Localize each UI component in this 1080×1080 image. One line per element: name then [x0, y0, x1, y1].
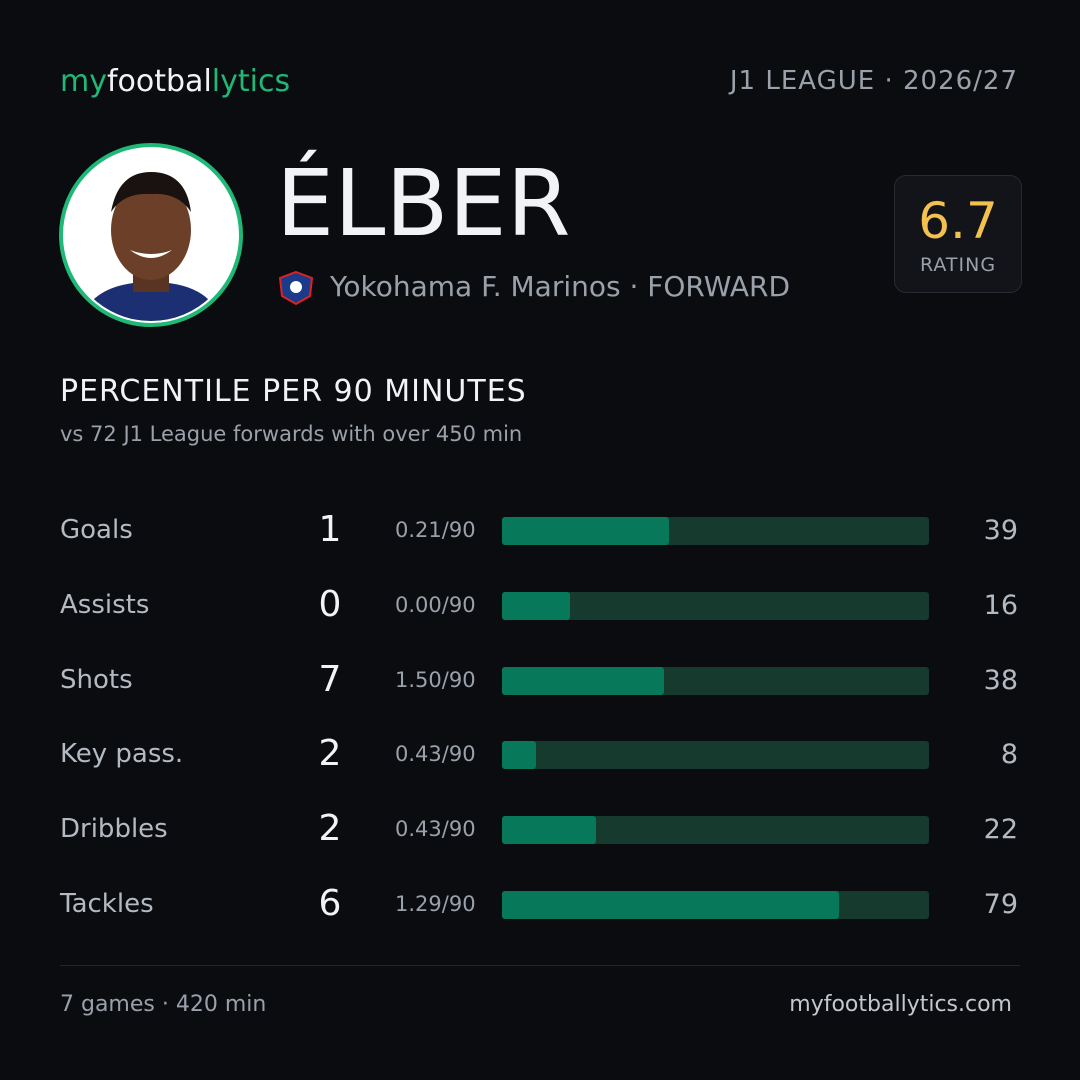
stat-total: 0: [318, 583, 342, 625]
club: Yokohama F. Marinos · FORWARD: [330, 270, 791, 303]
bar-track: [502, 741, 929, 770]
bar: [502, 891, 840, 919]
bar-track: [502, 591, 929, 620]
brand-part: footbal: [106, 64, 212, 99]
bar: [502, 517, 669, 545]
rating-box: 6.7 RATING: [894, 175, 1022, 293]
stat-total: 1: [318, 509, 342, 550]
stat-label: Tackles: [60, 889, 154, 919]
percentile: 38: [983, 664, 1018, 696]
brand-part: my: [60, 64, 107, 99]
brand: myfootballytics: [60, 64, 290, 99]
stat-per90: 1.29/90: [395, 892, 476, 916]
bar: [502, 591, 571, 620]
stat-label: Dribbles: [60, 814, 168, 845]
percentile: 79: [983, 889, 1018, 920]
footer-left: 7 games · 420 min: [60, 992, 267, 1017]
stat-per90: 0.21/90: [395, 518, 476, 542]
brand-part: lytics: [211, 64, 291, 99]
stat-label: Assists: [60, 589, 150, 620]
percentile: 16: [983, 589, 1018, 621]
stat-label: Goals: [60, 515, 133, 545]
percentile: 22: [983, 814, 1018, 846]
stat-per90: 0.43/90: [395, 817, 476, 842]
stat-total: 7: [318, 658, 342, 700]
stat-total: 2: [318, 733, 342, 775]
stat-label: Key pass.: [60, 739, 184, 770]
player-name: ÉLBER: [276, 150, 571, 257]
rating: 6.7: [918, 192, 998, 250]
percentile: 39: [983, 515, 1018, 546]
stat-total: 2: [318, 808, 342, 850]
section-subtitle: vs 72 J1 League forwards with over 450 m…: [60, 422, 523, 446]
footer-right: myfootballytics.com: [789, 992, 1012, 1017]
bar: [502, 741, 537, 770]
stat-total: 6: [318, 883, 342, 924]
percentile: 8: [1000, 739, 1018, 771]
rating-label: RATING: [919, 254, 997, 276]
bar: [502, 816, 596, 845]
bar: [502, 666, 665, 695]
stat-label: Shots: [60, 664, 133, 695]
section-title: PERCENTILE PER 90 MINUTES: [60, 374, 527, 409]
divider: [60, 965, 1020, 966]
stat-per90: 1.50/90: [395, 667, 476, 692]
player-photo: [59, 143, 243, 327]
league: J1 LEAGUE · 2026/27: [729, 66, 1018, 96]
stat-per90: 0.00/90: [395, 592, 476, 617]
stat-per90: 0.43/90: [395, 742, 476, 767]
club-badge: [278, 270, 314, 306]
